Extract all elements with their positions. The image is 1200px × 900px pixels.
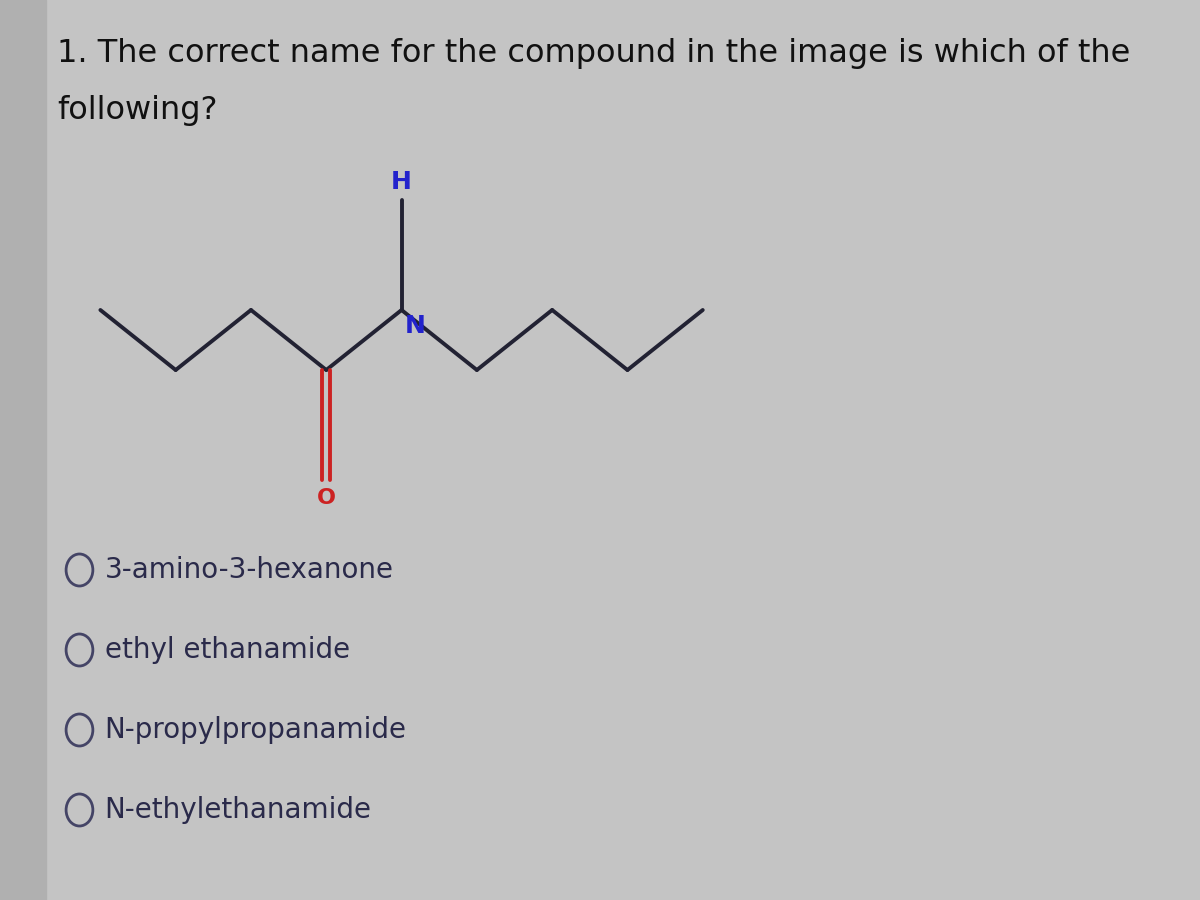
Text: ethyl ethanamide: ethyl ethanamide (104, 636, 349, 664)
Text: H: H (391, 170, 412, 194)
Text: O: O (317, 488, 336, 508)
Text: following?: following? (56, 95, 217, 126)
Text: 1. The correct name for the compound in the image is which of the: 1. The correct name for the compound in … (56, 38, 1130, 69)
Text: N: N (404, 314, 426, 338)
Text: 3-amino-3-hexanone: 3-amino-3-hexanone (104, 556, 394, 584)
Bar (0, 0, 46, 900)
Text: N-propylpropanamide: N-propylpropanamide (104, 716, 407, 744)
Text: N-ethylethanamide: N-ethylethanamide (104, 796, 372, 824)
